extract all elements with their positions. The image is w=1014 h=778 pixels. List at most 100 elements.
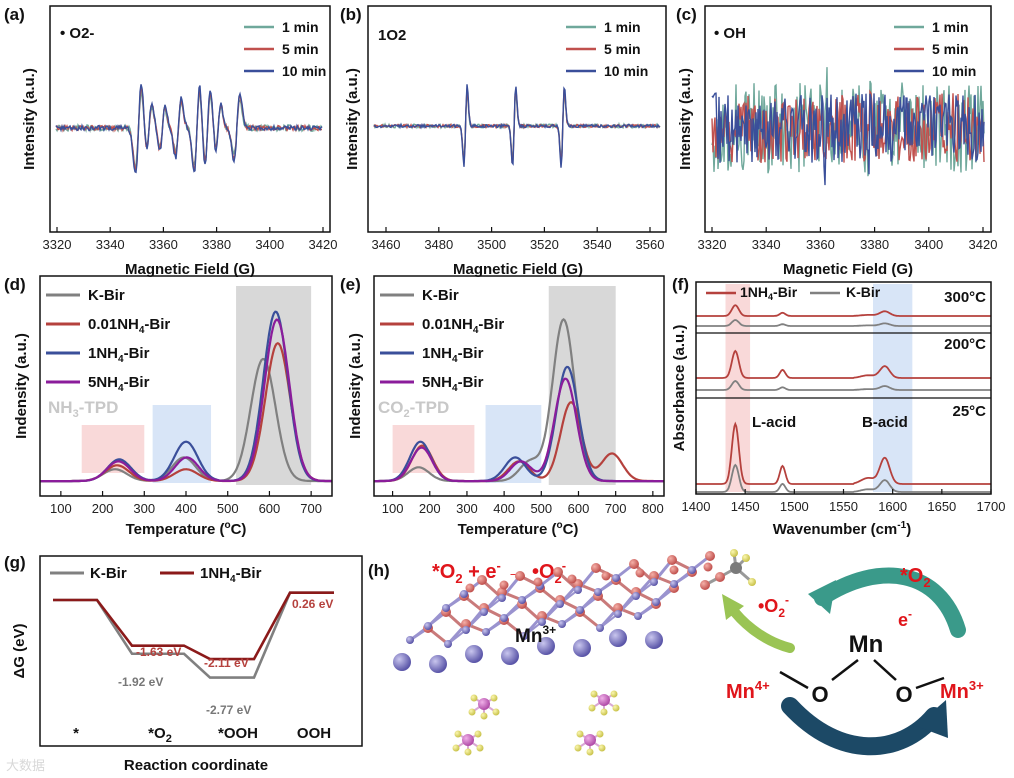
mn-atom [670, 580, 678, 588]
o-atom [465, 583, 475, 593]
x-tick-label: 400 [175, 501, 197, 516]
h-atom [586, 748, 594, 756]
x-tick-label: 3400 [914, 237, 943, 252]
h-atom [574, 744, 582, 752]
panel-e: (e) K-Bir 0.01NH4-Bir 1NH4-Bir 5NH4-Bir CO2… [340, 275, 665, 538]
o-atom [591, 563, 601, 573]
o-atom [667, 555, 677, 565]
bond-mn-o-right [873, 659, 897, 681]
legend-entry: 5 min [932, 41, 969, 57]
legend-entry: K-Bir [846, 284, 881, 300]
x-tick-label: 3500 [477, 237, 506, 252]
x-tick-label: 1450 [731, 499, 760, 514]
y-axis-label-g: ΔG (eV) [11, 624, 28, 679]
x-category-label: OOH [297, 725, 331, 742]
n-atom [598, 694, 610, 706]
mn-atom [424, 622, 432, 630]
mn-atom [573, 639, 591, 657]
x-ticks-b: 3460 3480 3500 3520 3540 3560 [372, 227, 664, 252]
o-atom [705, 551, 715, 561]
o-atom [601, 571, 611, 581]
x-tick-label: 700 [300, 501, 322, 516]
x-tick-label: 200 [92, 501, 114, 516]
x-tick-label: 3320 [698, 237, 727, 252]
center-mn-label: Mn [849, 631, 884, 658]
drifts-curve-1NH4-Bir [696, 349, 991, 379]
teal-arrow-head [808, 580, 836, 614]
x-axis-label-c: Magnetic Field (G) [783, 261, 913, 278]
mn-atom [444, 640, 452, 648]
mn-atom [609, 629, 627, 647]
legend-entry: 10 min [604, 63, 648, 79]
x-tick-label: 3540 [583, 237, 612, 252]
mn-atom [518, 596, 526, 604]
temp-label-300: 300°C [944, 289, 986, 306]
o-atom [537, 611, 547, 621]
x-tick-label: 500 [217, 501, 239, 516]
mn-atom [596, 624, 604, 632]
drifts-curve-K-Bir [696, 380, 991, 391]
mn-atom [574, 586, 582, 594]
mn-atom [482, 628, 490, 636]
axes-frame-a [49, 5, 331, 233]
spectra-a [55, 84, 323, 174]
mn-atom [594, 588, 602, 596]
x-categories-g: * *O2 *OOH OOH [73, 725, 331, 745]
h-atom [600, 708, 608, 716]
x-tick-label: 3520 [530, 237, 559, 252]
tpd-label-d: NH3-TPD [48, 398, 118, 420]
n-atom [478, 698, 490, 710]
energy-path-1NH4-Bir [53, 591, 334, 661]
temp-label-25: 25°C [952, 403, 986, 420]
h-atom [492, 708, 500, 716]
x-tick-label: 500 [530, 501, 552, 516]
o-atom [635, 568, 645, 578]
legend-entry: 10 min [282, 63, 326, 79]
legend-d: K-Bir 0.01NH4-Bir 1NH4-Bir 5NH4-Bir [46, 287, 170, 394]
mn-atom [498, 594, 506, 602]
legend-entry: K-Bir [422, 287, 459, 304]
mn-atom [576, 606, 584, 614]
o-atom [613, 603, 623, 613]
x-tick-label: 3460 [372, 237, 401, 252]
mno2-lattice [393, 551, 715, 756]
o-atom [703, 562, 713, 572]
label-nh4-o2: -1.63 eV [136, 645, 181, 659]
drifts-curve-1NH4-Bir [696, 421, 991, 485]
o-atom [461, 619, 471, 629]
h-atom [470, 694, 478, 702]
x-ticks-a: 3320 3340 3360 3380 3400 3420 [43, 227, 337, 252]
annotation-b-acid: B-acid [862, 414, 908, 431]
legend-entry: 1 min [932, 19, 969, 35]
axes-frame-e [373, 275, 665, 497]
legend-entry: 0.01NH4-Bir [422, 316, 504, 336]
panel-label-e: (e) [340, 275, 361, 294]
o-atom [499, 580, 509, 590]
panel-h: (h) *O2 + e- → •O2- Mn3+ *O2 e- •O2- Mn [368, 549, 984, 756]
h-atom [476, 744, 484, 752]
y-axis-label-e: Indensity (a.u.) [347, 333, 364, 439]
o2-molecule-icon [700, 549, 756, 590]
x-tick-label: 3420 [969, 237, 998, 252]
panel-f: (f) 1NH4-Bir K-Bir 300°C 200°C 25°C L-aci… [671, 275, 1005, 538]
h-atom [576, 730, 584, 738]
shaded-region [548, 286, 616, 485]
x-tick-label: 1650 [927, 499, 956, 514]
x-tick-label: 3340 [96, 237, 125, 252]
o-atom [553, 567, 563, 577]
tpd-label-e: CO2-TPD [378, 398, 449, 420]
panel-label-b: (b) [340, 5, 362, 24]
legend-entry: 1 min [604, 19, 641, 35]
x-tick-label: 600 [568, 501, 590, 516]
bridge-o-left: O [811, 682, 828, 707]
x-tick-label: 400 [493, 501, 515, 516]
panel-d: (d) K-Bir 0.01NH4-Bir 1NH4-Bir 5NH4-Bir NH3… [4, 275, 333, 538]
o-atom [629, 559, 639, 569]
h-atom [596, 730, 604, 738]
mn-atom [634, 612, 642, 620]
x-tick-label: 300 [133, 501, 155, 516]
legend-a: 1 min 5 min 10 min [244, 19, 326, 79]
mn-atom [556, 600, 564, 608]
